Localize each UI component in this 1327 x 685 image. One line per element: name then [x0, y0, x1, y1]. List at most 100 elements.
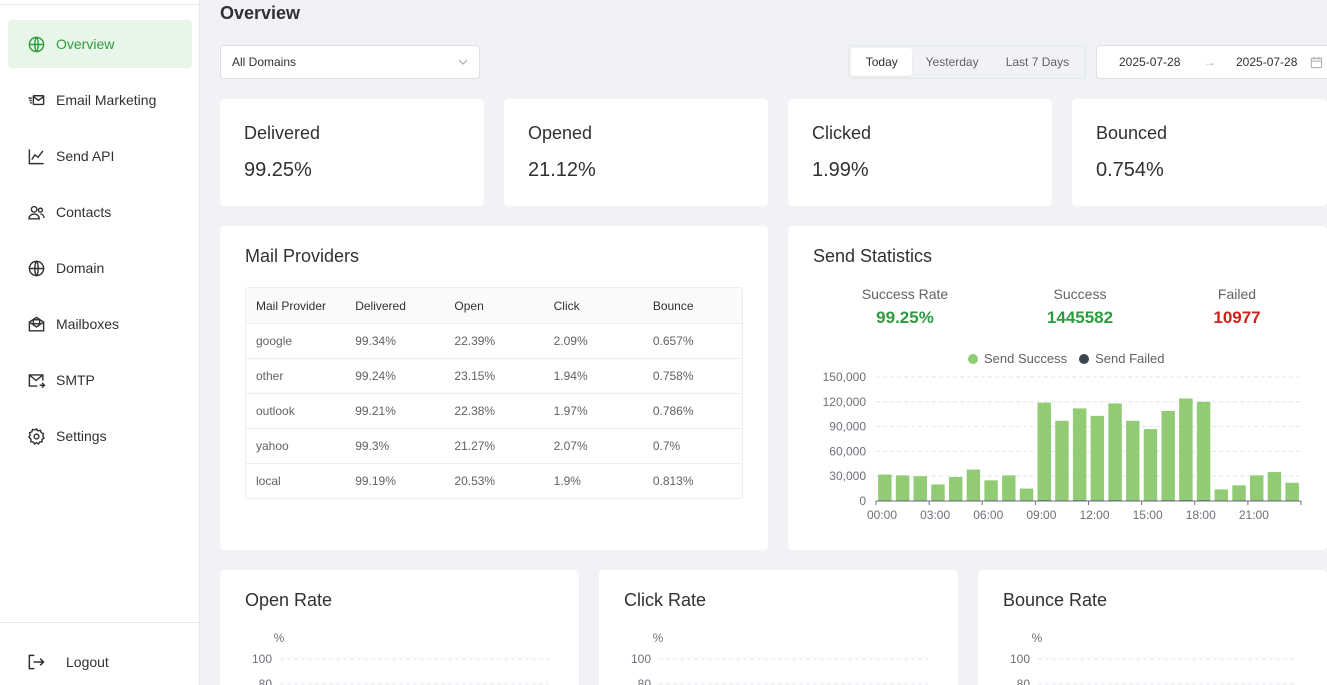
- sidebar-divider: [0, 622, 200, 623]
- stat-title: Delivered: [244, 123, 321, 143]
- column-header: Mail Provider: [256, 298, 327, 313]
- bar-send-success[interactable]: [1037, 402, 1051, 501]
- x-tick-label: 12:00: [1079, 508, 1109, 522]
- y-axis-unit: %: [653, 631, 664, 645]
- stat-card-bounced: Bounced 0.754%: [1072, 99, 1327, 206]
- bar-send-success[interactable]: [1196, 401, 1211, 501]
- column-header: Click: [553, 298, 580, 313]
- stat-value: 1.99%: [812, 159, 869, 181]
- table-cell: 0.758%: [652, 369, 694, 383]
- bar-send-success[interactable]: [1143, 429, 1158, 501]
- bar-send-success[interactable]: [1285, 482, 1299, 501]
- y-tick-label: 100: [631, 652, 651, 666]
- sidebar-item-email-marketing[interactable]: Email Marketing: [8, 76, 192, 124]
- bar-send-success[interactable]: [1161, 410, 1175, 501]
- click-rate-card: Click Rate % 100 80: [599, 570, 958, 685]
- stat-title: Bounced: [1096, 123, 1168, 143]
- bar-send-success[interactable]: [913, 476, 927, 501]
- tab-last-7-days[interactable]: Last 7 Days: [1005, 55, 1070, 69]
- x-tick-label: 09:00: [1026, 508, 1056, 522]
- success-value: 1445582: [1046, 308, 1114, 327]
- contacts-icon: [28, 205, 45, 220]
- sidebar-item-send-api[interactable]: Send API: [8, 132, 192, 180]
- sidebar: Overview Email Marketing Send API Contac…: [0, 0, 200, 685]
- table-cell: other: [256, 369, 284, 383]
- bar-send-success[interactable]: [1179, 398, 1193, 501]
- bar-send-success[interactable]: [1090, 415, 1105, 501]
- bar-send-success[interactable]: [931, 484, 945, 501]
- x-tick-label: 03:00: [920, 508, 950, 522]
- sidebar-nav: Overview Email Marketing Send API Contac…: [8, 20, 192, 468]
- y-tick-label: 120,000: [823, 395, 867, 409]
- tab-yesterday[interactable]: Yesterday: [925, 55, 979, 69]
- stat-title: Clicked: [812, 123, 872, 143]
- bar-send-success[interactable]: [1072, 408, 1087, 501]
- x-tick-label: 15:00: [1133, 508, 1163, 522]
- table-cell: 1.94%: [553, 369, 588, 383]
- table-cell: google: [256, 334, 293, 348]
- logout-icon: [28, 654, 45, 670]
- y-tick-label: 30,000: [829, 469, 866, 483]
- bar-send-success[interactable]: [1108, 403, 1122, 501]
- y-axis-unit: %: [274, 631, 285, 645]
- table-cell: outlook: [256, 404, 295, 418]
- y-tick-label: 60,000: [829, 444, 866, 458]
- send-statistics-chart: 0 30,000 60,000 90,000 120,000 150,000 00:00 03…: [823, 370, 1302, 522]
- table-cell: 0.657%: [652, 334, 694, 348]
- bar-send-success[interactable]: [878, 474, 892, 501]
- bar-send-success[interactable]: [1019, 488, 1034, 501]
- date-to: 2025-07-28: [1236, 55, 1298, 69]
- sidebar-item-smtp[interactable]: SMTP: [8, 356, 192, 404]
- logout-button[interactable]: Logout: [26, 652, 109, 672]
- sidebar-item-overview[interactable]: Overview: [8, 20, 192, 68]
- globe-icon: [28, 36, 45, 52]
- table-cell: 22.38%: [454, 404, 496, 418]
- bar-send-success[interactable]: [966, 469, 981, 501]
- legend-dot-failed: [1079, 353, 1090, 364]
- sidebar-item-mailboxes[interactable]: Mailboxes: [8, 300, 192, 348]
- bar-send-success[interactable]: [1267, 472, 1282, 501]
- sidebar-item-settings[interactable]: Settings: [8, 412, 192, 460]
- y-tick-label: 100: [1010, 652, 1030, 666]
- table-cell: 1.9%: [553, 474, 581, 488]
- bar-send-success[interactable]: [1126, 420, 1140, 501]
- failed-label: Failed: [1217, 286, 1257, 302]
- legend-label-success[interactable]: Send Success: [984, 351, 1068, 366]
- sidebar-item-label: Email Marketing: [56, 92, 157, 108]
- bar-send-success[interactable]: [1055, 420, 1069, 501]
- sidebar-item-contacts[interactable]: Contacts: [8, 188, 192, 236]
- table-header-row: Mail Provider Delivered Open Click Bounce: [246, 288, 742, 323]
- y-tick-label: 80: [638, 677, 652, 685]
- sidebar-item-label: Settings: [56, 428, 107, 444]
- table-cell: 23.15%: [454, 369, 496, 383]
- table-cell: 20.53%: [454, 474, 496, 488]
- legend-label-failed[interactable]: Send Failed: [1095, 351, 1165, 366]
- card-title: Open Rate: [245, 590, 333, 610]
- y-tick-label: 150,000: [823, 370, 867, 384]
- x-tick-label: 00:00: [867, 508, 897, 522]
- globe-icon: [28, 260, 45, 276]
- bounce-rate-card: Bounce Rate % 100 80: [978, 570, 1327, 685]
- bar-send-success[interactable]: [948, 477, 963, 501]
- date-range-picker[interactable]: 2025-07-28 → 2025-07-28: [1096, 45, 1327, 79]
- date-range-tabs: Today Yesterday Last 7 Days: [848, 45, 1086, 79]
- bar-send-success[interactable]: [1232, 485, 1246, 501]
- bar-send-success[interactable]: [984, 480, 998, 501]
- bar-send-success[interactable]: [1250, 475, 1264, 501]
- bar-send-success[interactable]: [1002, 475, 1016, 501]
- stat-title: Opened: [528, 123, 593, 143]
- domain-select-value: All Domains: [232, 55, 297, 69]
- domain-select[interactable]: All Domains: [220, 45, 480, 79]
- table-cell: 99.34%: [355, 334, 396, 348]
- sidebar-item-label: Mailboxes: [56, 316, 120, 332]
- tab-today[interactable]: Today: [851, 48, 913, 76]
- sidebar-item-label: Overview: [56, 36, 115, 52]
- table-cell: local: [256, 474, 281, 488]
- legend-dot-success: [968, 353, 978, 364]
- bar-send-success[interactable]: [895, 475, 910, 501]
- stat-card-clicked: Clicked 1.99%: [788, 99, 1052, 206]
- sidebar-item-domain[interactable]: Domain: [8, 244, 192, 292]
- bar-send-success[interactable]: [1214, 489, 1229, 501]
- table-cell: 21.27%: [454, 439, 496, 453]
- open-rate-chart: %100 80: [252, 631, 549, 685]
